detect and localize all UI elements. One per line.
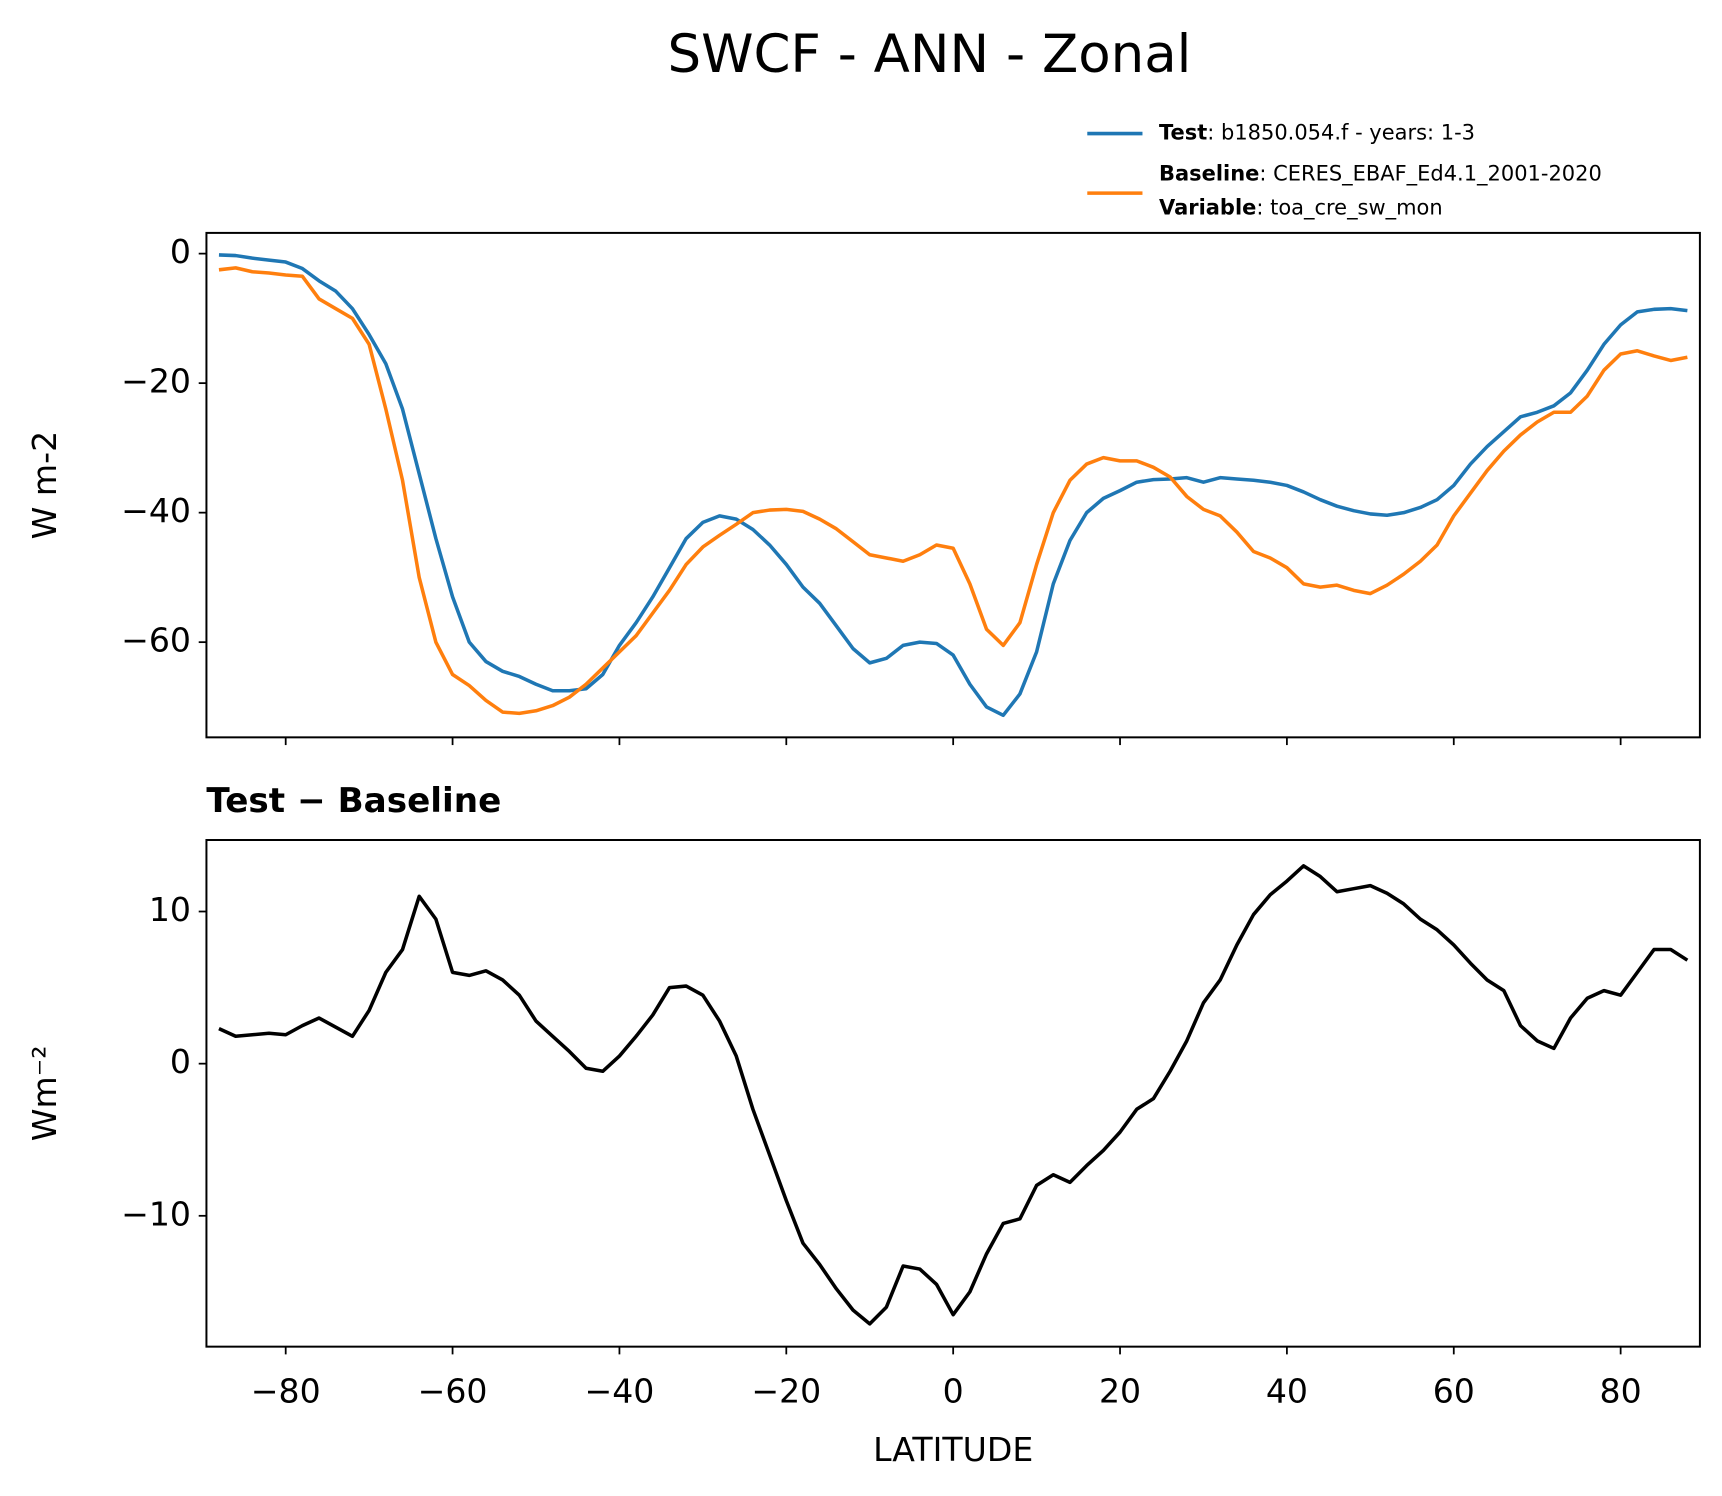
x-tick-label: 60 [1433,1372,1475,1411]
legend-entry: Test: b1850.054.f - years: 1-3 [1159,121,1475,145]
data-line [218,266,1688,716]
y-tick-label: 0 [170,1042,191,1081]
y-tick-label: −10 [121,1194,191,1233]
legend-name: Test [1159,121,1207,145]
y-axis-label: Wm⁻² [25,1045,64,1141]
axes-frame [205,839,1701,1348]
axes-title: Test − Baseline [206,781,501,821]
axes-frame [205,231,1701,739]
legend-label: : toa_cre_sw_mon [1256,196,1442,221]
x-tick-label: 0 [943,1372,964,1411]
legend-label: : b1850.054.f - years: 1-3 [1207,121,1475,145]
x-tick-label: −20 [751,1372,821,1411]
y-tick-label: 0 [170,232,191,271]
legend-name: Variable [1159,196,1256,220]
data-line [218,864,1689,1326]
x-axis-label: LATITUDE [873,1430,1033,1469]
y-tick-label: −40 [121,491,191,530]
y-tick-label: −60 [121,621,191,660]
y-tick-label: −20 [121,362,191,401]
figure-title: SWCF - ANN - Zonal [667,24,1191,85]
x-tick-label: −60 [418,1372,488,1411]
legend-entry: Baseline: CERES_EBAF_Ed4.1_2001-2020 [1159,161,1602,186]
legend-label: : CERES_EBAF_Ed4.1_2001-2020 [1259,161,1601,186]
x-tick-label: −40 [584,1372,654,1411]
x-tick-label: −80 [251,1372,321,1411]
x-tick-label: 20 [1099,1372,1141,1411]
data-line [218,253,1688,718]
legend-name: Baseline [1159,161,1259,185]
legend-variable: Variable: toa_cre_sw_mon [1159,196,1443,221]
x-tick-label: 40 [1266,1372,1308,1411]
y-tick-label: 10 [149,890,191,929]
x-tick-label: 80 [1600,1372,1642,1411]
y-axis-label: W m-2 [25,431,64,540]
